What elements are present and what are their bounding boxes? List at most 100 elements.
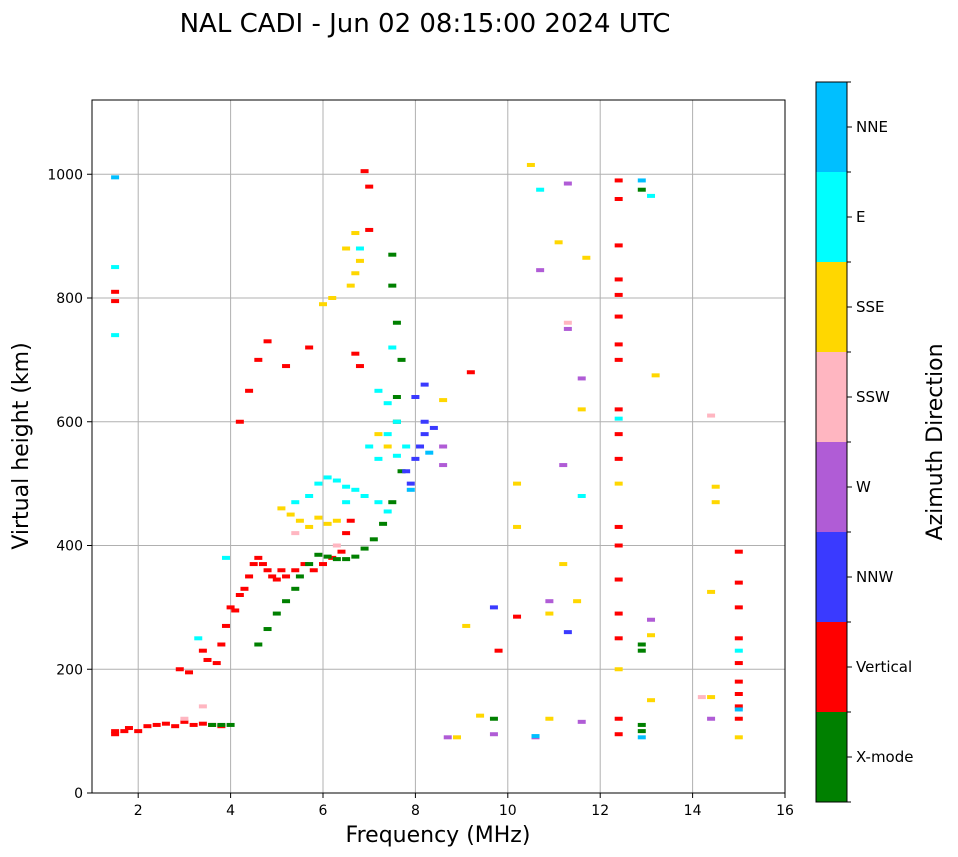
point-sse — [295, 518, 304, 523]
point-ssw — [563, 320, 572, 325]
point-sse — [355, 258, 364, 263]
point-vertical — [365, 184, 374, 189]
point-x-mode — [388, 252, 397, 257]
y-tick-label: 600 — [56, 415, 83, 431]
point-vertical — [143, 724, 152, 729]
point-e — [614, 416, 623, 421]
point-nnw — [402, 469, 411, 474]
y-tick-label: 400 — [56, 539, 83, 555]
y-axis-ticks: 0 200 400 600 800 1000 — [47, 167, 92, 802]
point-x-mode — [637, 729, 646, 734]
data-points — [111, 162, 743, 740]
plot-area — [92, 100, 785, 793]
point-x-mode — [637, 642, 646, 647]
point-nnw — [406, 481, 415, 486]
point-sse — [734, 735, 743, 740]
point-sse — [545, 611, 554, 616]
point-vertical — [734, 716, 743, 721]
point-nne — [734, 707, 743, 712]
point-sse — [305, 524, 314, 529]
point-e — [392, 419, 401, 424]
point-vertical — [734, 580, 743, 585]
point-x-mode — [217, 722, 226, 727]
point-sse — [314, 515, 323, 520]
colorbar-tick-label: W — [856, 478, 871, 496]
point-e — [392, 453, 401, 458]
point-x-mode — [282, 599, 291, 604]
point-x-mode — [637, 722, 646, 727]
point-vertical — [614, 178, 623, 183]
x-tick-label: 2 — [134, 803, 143, 819]
point-vertical — [734, 636, 743, 641]
point-e — [383, 432, 392, 437]
point-nnw — [411, 395, 420, 399]
point-vertical — [614, 314, 623, 319]
colorbar-segment — [816, 82, 847, 172]
point-vertical — [180, 719, 189, 724]
point-vertical — [111, 729, 120, 734]
point-ssw — [697, 695, 706, 700]
point-sse — [614, 481, 623, 486]
point-vertical — [494, 648, 503, 653]
point-vertical — [513, 614, 522, 619]
colorbar-tick-label: E — [856, 208, 865, 226]
point-vertical — [263, 568, 272, 573]
point-vertical — [217, 642, 226, 647]
point-vertical — [614, 407, 623, 412]
point-w — [707, 716, 716, 721]
point-vertical — [614, 456, 623, 461]
point-vertical — [337, 549, 346, 554]
point-nnw — [420, 432, 429, 437]
point-vertical — [614, 277, 623, 282]
point-sse — [351, 231, 360, 236]
point-nnw — [411, 456, 420, 461]
point-vertical — [254, 555, 263, 560]
point-sse — [582, 255, 591, 260]
point-vertical — [346, 518, 355, 523]
y-tick-label: 1000 — [47, 167, 83, 183]
point-x-mode — [637, 187, 646, 192]
point-e — [402, 444, 411, 449]
x-tick-label: 8 — [411, 803, 420, 819]
x-axis-label: Frequency (MHz) — [346, 823, 531, 848]
point-vertical — [171, 724, 180, 729]
point-x-mode — [305, 562, 314, 567]
point-x-mode — [351, 554, 360, 559]
point-vertical — [614, 611, 623, 616]
point-e — [291, 500, 300, 505]
point-vertical — [614, 357, 623, 362]
point-x-mode — [295, 574, 304, 579]
point-nnw — [563, 630, 572, 635]
point-sse — [614, 667, 623, 672]
point-e — [351, 487, 360, 492]
point-nne — [637, 178, 646, 183]
point-ssw — [707, 413, 716, 418]
grid — [92, 100, 786, 794]
point-w — [563, 326, 572, 331]
point-sse — [647, 633, 656, 638]
point-e — [536, 187, 545, 192]
point-vertical — [614, 636, 623, 641]
point-sse — [554, 240, 563, 245]
point-e — [360, 494, 369, 498]
point-vertical — [268, 574, 277, 579]
point-vertical — [124, 726, 133, 731]
point-sse — [577, 407, 586, 412]
point-vertical — [360, 169, 369, 174]
point-e — [111, 265, 120, 270]
point-vertical — [734, 661, 743, 666]
point-vertical — [282, 574, 291, 579]
point-vertical — [198, 721, 207, 726]
colorbar-segment — [816, 442, 847, 532]
point-sse — [439, 398, 448, 403]
point-vertical — [185, 670, 194, 675]
point-vertical — [120, 729, 129, 734]
point-vertical — [466, 370, 475, 375]
point-vertical — [198, 648, 207, 653]
point-x-mode — [388, 283, 397, 288]
point-x-mode — [392, 395, 401, 399]
point-nne — [531, 734, 540, 739]
point-vertical — [351, 351, 360, 356]
point-sse — [573, 599, 582, 604]
point-sse — [513, 524, 522, 529]
